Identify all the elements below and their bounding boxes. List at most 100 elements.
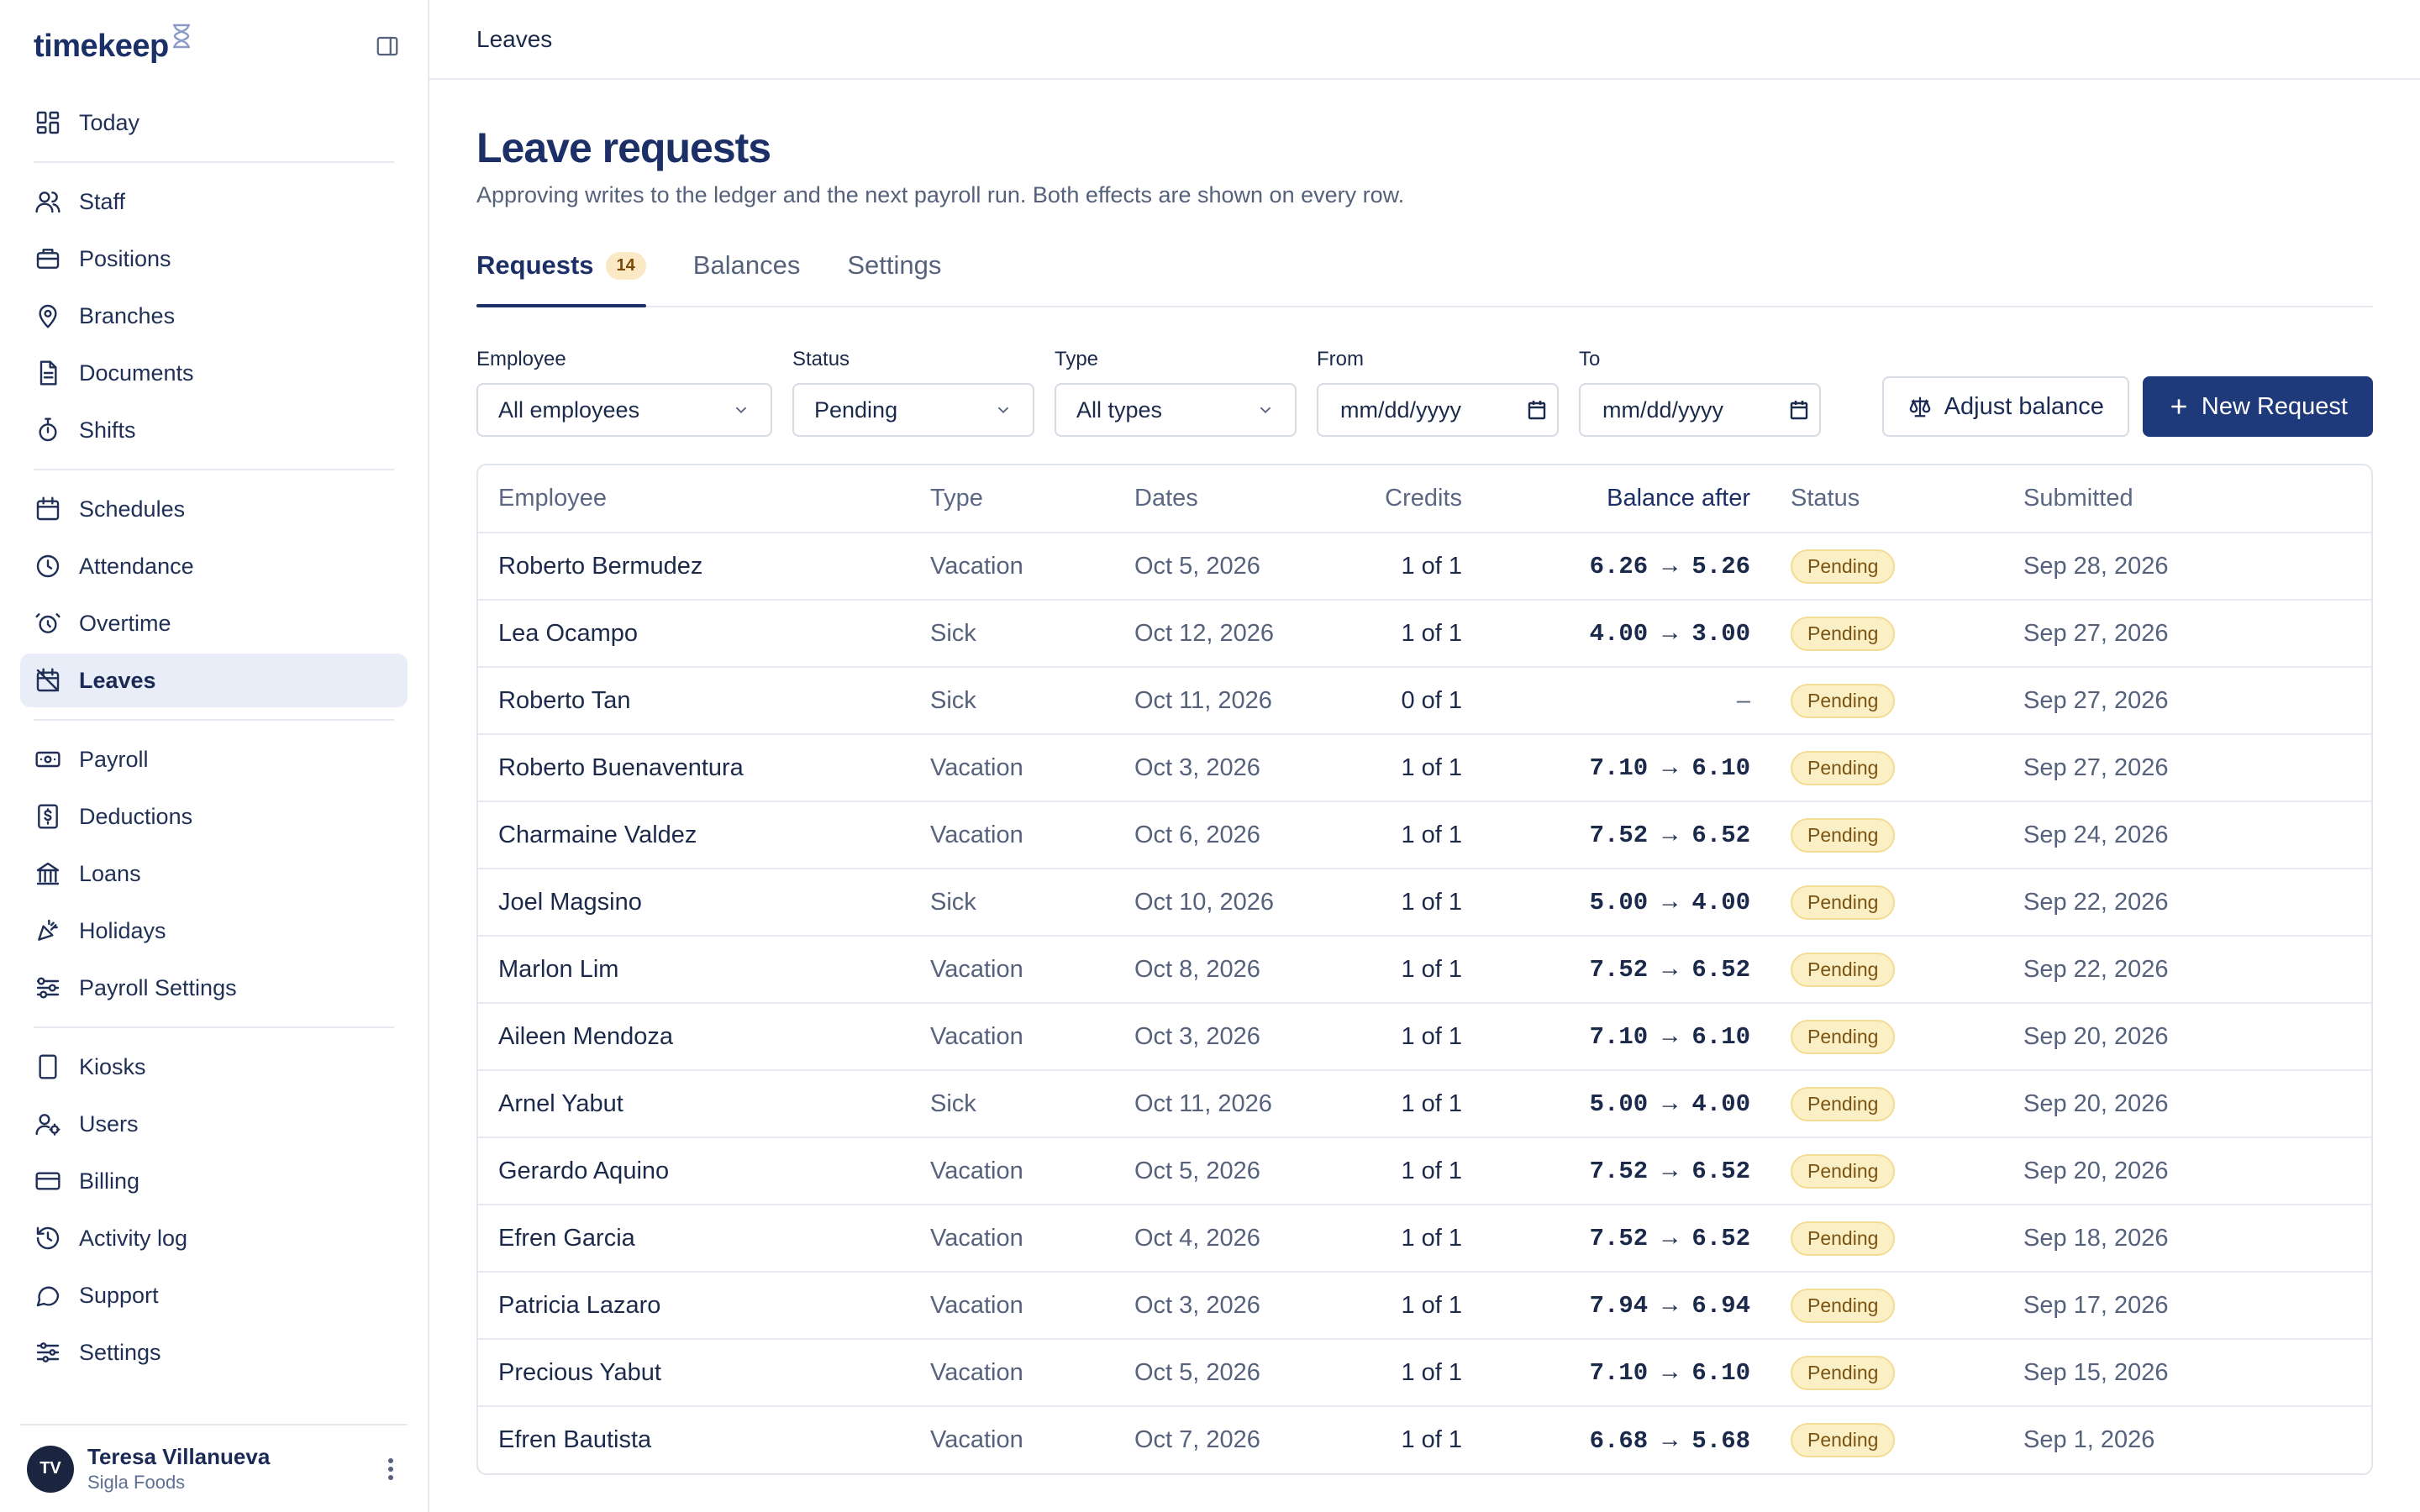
sidebar-item-overtime[interactable]: Overtime — [20, 596, 408, 650]
table-row[interactable]: Lea Ocampo Sick Oct 12, 2026 1 of 1 4.00 → 3… — [478, 600, 2371, 668]
table-row[interactable]: Precious Yabut Vacation Oct 5, 2026 1 of 1 7… — [478, 1339, 2371, 1407]
balance-after-cell: 6.26 → 5.26 — [1482, 533, 1770, 601]
from-date-input[interactable]: mm/dd/yyyy — [1317, 383, 1559, 437]
adjust-balance-button[interactable]: Adjust balance — [1881, 376, 2129, 437]
table-row[interactable]: Gerardo Aquino Vacation Oct 5, 2026 1 of 1 7… — [478, 1137, 2371, 1205]
user-name: Teresa Villanueva — [87, 1444, 271, 1469]
requests-table: Employee Type Dates Credits Balance afte… — [476, 464, 2373, 1475]
table-row[interactable]: Efren Garcia Vacation Oct 4, 2026 1 of 1 7.5… — [478, 1205, 2371, 1273]
table-row[interactable]: Patricia Lazaro Vacation Oct 3, 2026 1 of 1… — [478, 1272, 2371, 1340]
type-cell: Vacation — [910, 801, 1114, 869]
type-value: Vacation — [930, 552, 1023, 580]
user-menu-button[interactable] — [374, 1457, 408, 1481]
table-row[interactable]: Charmaine Valdez Vacation Oct 6, 2026 1 of … — [478, 801, 2371, 869]
table-row[interactable]: Marlon Lim Vacation Oct 8, 2026 1 of 1 7.52 … — [478, 936, 2371, 1004]
tab-balances[interactable]: Balances — [693, 245, 801, 306]
type-value: Vacation — [930, 1358, 1023, 1386]
sidebar-item-deductions[interactable]: Deductions — [20, 790, 408, 843]
sidebar-item-support[interactable]: Support — [20, 1268, 408, 1322]
sidebar-item-label: Documents — [79, 360, 194, 386]
sidebar-collapse-button[interactable] — [371, 29, 404, 63]
employee-value: Patricia Lazaro — [498, 1291, 661, 1319]
credits-value: 1 of 1 — [1401, 1358, 1462, 1386]
employee-value: Lea Ocampo — [498, 619, 639, 647]
sidebar-item-activity-log[interactable]: Activity log — [20, 1211, 408, 1265]
employee-cell: Patricia Lazaro — [478, 1272, 910, 1340]
sidebar-item-payroll[interactable]: Payroll — [20, 732, 408, 786]
dates-cell: Oct 12, 2026 — [1114, 600, 1331, 668]
sidebar-item-documents[interactable]: Documents — [20, 346, 408, 400]
type-value: Sick — [930, 1089, 976, 1117]
type-select[interactable]: All types — [1055, 383, 1297, 437]
brand-logo[interactable]: timekeep — [34, 24, 192, 65]
balance-after-cell: 5.00 → 4.00 — [1482, 869, 1770, 937]
nav-divider — [34, 161, 394, 163]
sidebar-item-billing[interactable]: Billing — [20, 1154, 408, 1208]
employee-cell: Roberto Tan — [478, 667, 910, 735]
sidebar-item-kiosks[interactable]: Kiosks — [20, 1040, 408, 1094]
nav-divider — [34, 1026, 394, 1028]
status-cell: Pending — [1770, 1406, 2003, 1473]
sidebar-item-positions[interactable]: Positions — [20, 232, 408, 286]
status-badge: Pending — [1791, 952, 1896, 987]
table-row[interactable]: Roberto Bermudez Vacation Oct 5, 2026 1 of … — [478, 533, 2371, 601]
sidebar-item-attendance[interactable]: Attendance — [20, 539, 408, 593]
sidebar-item-shifts[interactable]: Shifts — [20, 403, 408, 457]
sidebar-item-schedules[interactable]: Schedules — [20, 482, 408, 536]
sidebar-item-label: Deductions — [79, 803, 193, 829]
type-cell: Vacation — [910, 1339, 1114, 1407]
tab-count-badge: 14 — [605, 251, 646, 280]
table-row[interactable]: Roberto Buenaventura Vacation Oct 3, 2026 1… — [478, 734, 2371, 802]
status-cell: Pending — [1770, 936, 2003, 1004]
status-cell: Pending — [1770, 533, 2003, 601]
column-header-type[interactable]: Type — [910, 465, 1114, 533]
sidebar-item-loans[interactable]: Loans — [20, 847, 408, 900]
user-card[interactable]: TV Teresa Villanueva Sigla Foods — [20, 1424, 408, 1512]
to-date-input[interactable]: mm/dd/yyyy — [1579, 383, 1821, 437]
sidebar-item-staff[interactable]: Staff — [20, 175, 408, 228]
type-cell: Sick — [910, 869, 1114, 937]
sidebar-item-today[interactable]: Today — [20, 96, 408, 150]
table-row[interactable]: Joel Magsino Sick Oct 10, 2026 1 of 1 5.00 →… — [478, 869, 2371, 937]
table-row[interactable]: Arnel Yabut Sick Oct 11, 2026 1 of 1 5.00 → … — [478, 1070, 2371, 1138]
tab-requests[interactable]: Requests 14 — [476, 245, 646, 307]
balance-value: 7.10 → 6.10 — [1589, 1359, 1750, 1387]
status-badge: Pending — [1791, 750, 1896, 785]
sidebar-item-payroll-settings[interactable]: Payroll Settings — [20, 961, 408, 1015]
dates-value: Oct 3, 2026 — [1134, 753, 1260, 781]
select-value: All employees — [498, 396, 640, 423]
party-icon — [34, 916, 62, 945]
submitted-cell: Sep 28, 2026 — [2003, 533, 2371, 601]
new-request-label: New Request — [2201, 392, 2348, 420]
table-row[interactable]: Roberto Tan Sick Oct 11, 2026 0 of 1 – Pendin… — [478, 667, 2371, 735]
column-header-balance-after[interactable]: Balance after — [1482, 465, 1770, 533]
calendar-icon[interactable] — [1789, 399, 1809, 421]
status-select[interactable]: Pending — [792, 383, 1034, 437]
sidebar-item-label: Loans — [79, 860, 141, 886]
column-header-dates[interactable]: Dates — [1114, 465, 1331, 533]
calendar-icon[interactable] — [1527, 399, 1547, 421]
sidebar-item-branches[interactable]: Branches — [20, 289, 408, 343]
credits-value: 1 of 1 — [1401, 1291, 1462, 1319]
table-row[interactable]: Aileen Mendoza Vacation Oct 3, 2026 1 of 1 7… — [478, 1003, 2371, 1071]
column-header-employee[interactable]: Employee — [478, 465, 910, 533]
calendar-icon — [34, 495, 62, 523]
tab-label: Balances — [692, 250, 801, 280]
column-header-submitted[interactable]: Submitted — [2003, 465, 2371, 533]
filter-label: From — [1317, 348, 1364, 370]
sidebar-item-users[interactable]: Users — [20, 1097, 408, 1151]
document-icon — [34, 359, 62, 387]
table-row[interactable]: Efren Bautista Vacation Oct 7, 2026 1 of 1 6… — [478, 1406, 2371, 1473]
employee-select[interactable]: All employees — [476, 383, 772, 437]
sidebar-item-leaves[interactable]: Leaves — [20, 654, 408, 707]
sidebar-item-holidays[interactable]: Holidays — [20, 904, 408, 958]
column-header-status[interactable]: Status — [1770, 465, 2003, 533]
status-cell: Pending — [1770, 1070, 2003, 1138]
sidebar-item-settings[interactable]: Settings — [20, 1326, 408, 1379]
tab-settings[interactable]: Settings — [847, 245, 941, 306]
submitted-value: Sep 18, 2026 — [2023, 1224, 2169, 1252]
stopwatch-icon — [34, 416, 62, 444]
status-badge: Pending — [1791, 683, 1896, 718]
new-request-button[interactable]: New Request — [2142, 376, 2373, 437]
column-header-credits[interactable]: Credits — [1331, 465, 1482, 533]
